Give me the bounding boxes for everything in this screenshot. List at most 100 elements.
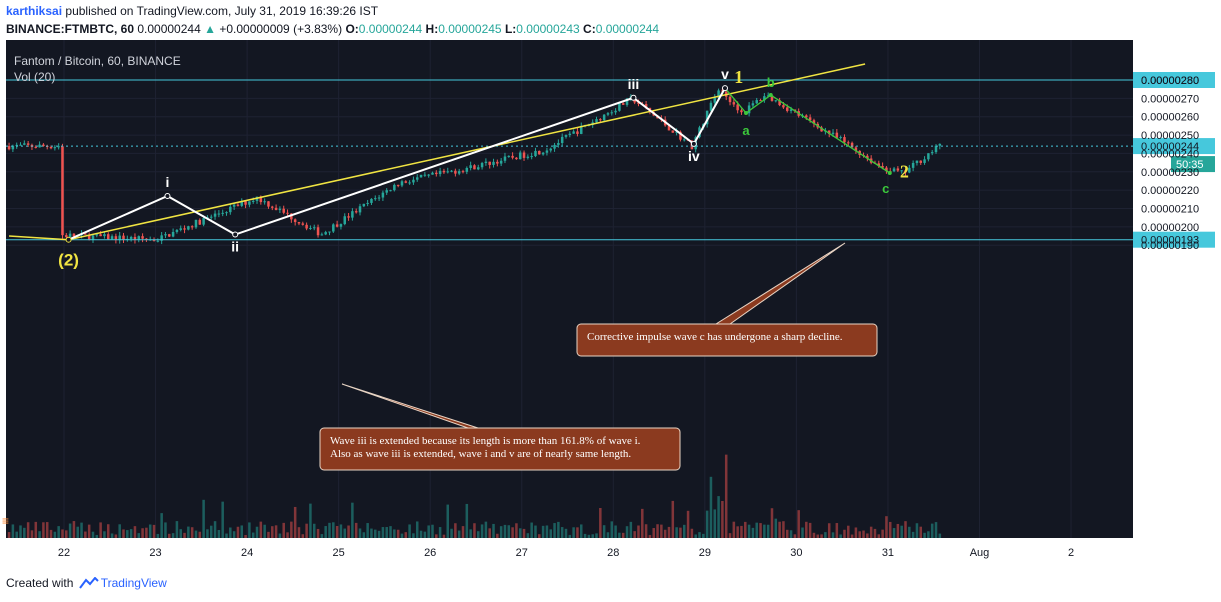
candle-body (621, 103, 625, 105)
candle-body (576, 131, 579, 134)
candle-body (751, 103, 755, 106)
volume-bar (839, 534, 842, 538)
volume-bar (908, 526, 911, 538)
time-tick-label: 28 (607, 547, 619, 559)
candle-body (732, 102, 736, 105)
candle-body (232, 204, 236, 207)
candle-body (274, 207, 278, 211)
candle-body (427, 174, 430, 176)
corrective-point-marker (744, 111, 749, 116)
volume-bar (156, 533, 160, 538)
candle-body (572, 131, 575, 134)
volume-bar (335, 526, 339, 538)
volume-bar (87, 524, 91, 538)
candle-body (469, 165, 472, 168)
price-marker-box (1133, 72, 1215, 88)
volume-bar (293, 506, 297, 538)
volume-bar (198, 531, 202, 538)
volume-bar (675, 527, 678, 538)
candle-body (263, 201, 266, 203)
corrective-wave-path (724, 87, 891, 174)
candle-body (34, 146, 38, 148)
candle-body (259, 196, 263, 203)
volume-bar (427, 525, 430, 538)
volume-bar (530, 522, 533, 538)
volume-bar (53, 531, 57, 538)
time-axis[interactable] (6, 538, 1133, 564)
candle-body (484, 161, 488, 164)
volume-bar (38, 531, 41, 538)
volume-bar (152, 524, 156, 538)
volume-bar (694, 534, 697, 538)
candle-body (374, 198, 377, 200)
candle-body (900, 170, 903, 172)
candle-body (915, 160, 919, 163)
candle-body (15, 144, 18, 146)
wave-c-note: Corrective impulse wave c has undergone … (576, 242, 878, 357)
tradingview-brand-link[interactable]: TradingView (100, 576, 167, 590)
time-tick-label: 2 (1068, 547, 1074, 559)
price-tick-label: 0.00000250 (1141, 130, 1199, 142)
wave-point-marker (65, 236, 72, 243)
candle-body (267, 201, 270, 207)
volume-bar (164, 522, 167, 538)
volume-bar (76, 526, 79, 538)
candle-body (610, 112, 614, 114)
volume-bar (850, 534, 854, 538)
candle-body (290, 213, 293, 220)
wave-label-iv: iv (688, 148, 700, 164)
volume-bar (927, 531, 930, 538)
volume-bar (824, 532, 827, 538)
candle-body (19, 144, 22, 146)
author-link[interactable]: karthiksai (6, 4, 63, 18)
volume-bar (614, 525, 617, 538)
volume-bar (465, 503, 469, 538)
candle-body (442, 170, 446, 173)
volume-bar (419, 530, 423, 538)
volume-bar (206, 529, 209, 538)
volume-bar (671, 500, 675, 538)
volume-bar (873, 528, 877, 538)
candle-body (114, 236, 118, 241)
candle-body (370, 198, 373, 203)
high-label: H: (425, 22, 439, 36)
candle-body (885, 167, 888, 172)
volume-bar (866, 533, 869, 538)
volume-bar (435, 534, 438, 538)
candle-body (320, 234, 324, 236)
volume-bar (541, 525, 545, 538)
candle-body (408, 182, 411, 184)
candle-body (381, 192, 385, 198)
volume-bar (347, 525, 350, 538)
volume-bar (496, 533, 499, 538)
volume-bar (381, 527, 385, 538)
volume-bar (847, 525, 850, 538)
volume-bar (877, 534, 881, 538)
candle-body (377, 197, 381, 199)
volume-bar (705, 510, 709, 538)
volume-bar (637, 525, 640, 538)
price-chart[interactable]: 0.00000280 0.00000244 0.00000193 50:35 (2) i… (0, 40, 1221, 568)
volume-bar (240, 525, 244, 538)
volume-bar (72, 521, 76, 538)
impulse-wave-path (68, 87, 726, 241)
candle-body (740, 110, 743, 113)
volume-bar (660, 524, 663, 538)
volume-bar (507, 525, 511, 538)
candle-body (213, 213, 217, 217)
volume-bar (778, 521, 781, 538)
price-axis[interactable] (1133, 40, 1215, 538)
candle-body (843, 137, 846, 143)
volume-bar (404, 532, 408, 538)
candle-body (271, 206, 274, 208)
volume-bar (606, 532, 610, 538)
callout-text: Corrective impulse wave c has undergone … (587, 331, 843, 343)
volume-bar (469, 529, 472, 538)
volume-bar (446, 504, 450, 538)
candle-body (820, 127, 823, 132)
candle-body (49, 146, 53, 149)
degree-label-2: 2 (900, 162, 909, 182)
volume-bar (679, 527, 682, 538)
volume-bar (84, 531, 87, 538)
ohlc-line: BINANCE:FTMBTC, 60 0.00000244 ▲ +0.00000… (6, 22, 659, 36)
